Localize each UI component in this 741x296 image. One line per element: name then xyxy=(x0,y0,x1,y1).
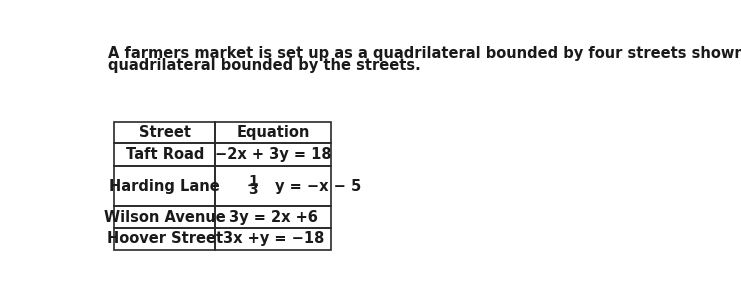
Bar xyxy=(114,122,215,143)
Text: Street: Street xyxy=(139,125,190,140)
Bar xyxy=(114,143,215,166)
Text: 3y = 2x +6: 3y = 2x +6 xyxy=(229,210,318,225)
Text: Hoover Street: Hoover Street xyxy=(107,231,223,246)
Text: 3x +y = −18: 3x +y = −18 xyxy=(222,231,324,246)
Bar xyxy=(215,143,331,166)
Bar xyxy=(114,228,215,250)
Bar xyxy=(114,166,215,207)
Bar xyxy=(215,228,331,250)
Bar xyxy=(114,207,215,228)
Text: −2x + 3y = 18: −2x + 3y = 18 xyxy=(215,147,331,163)
Text: 1: 1 xyxy=(248,174,258,188)
Text: Taft Road: Taft Road xyxy=(125,147,204,163)
Text: y = −x − 5: y = −x − 5 xyxy=(275,179,361,194)
Text: Equation: Equation xyxy=(236,125,310,140)
Text: A farmers market is set up as a quadrilateral bounded by four streets shown in t: A farmers market is set up as a quadrila… xyxy=(108,46,741,60)
Bar xyxy=(215,207,331,228)
Text: 3: 3 xyxy=(248,183,258,197)
Bar xyxy=(215,122,331,143)
Text: quadrilateral bounded by the streets.: quadrilateral bounded by the streets. xyxy=(108,58,421,73)
Bar xyxy=(215,166,331,207)
Text: Wilson Avenue: Wilson Avenue xyxy=(104,210,225,225)
Text: Harding Lane: Harding Lane xyxy=(110,179,220,194)
